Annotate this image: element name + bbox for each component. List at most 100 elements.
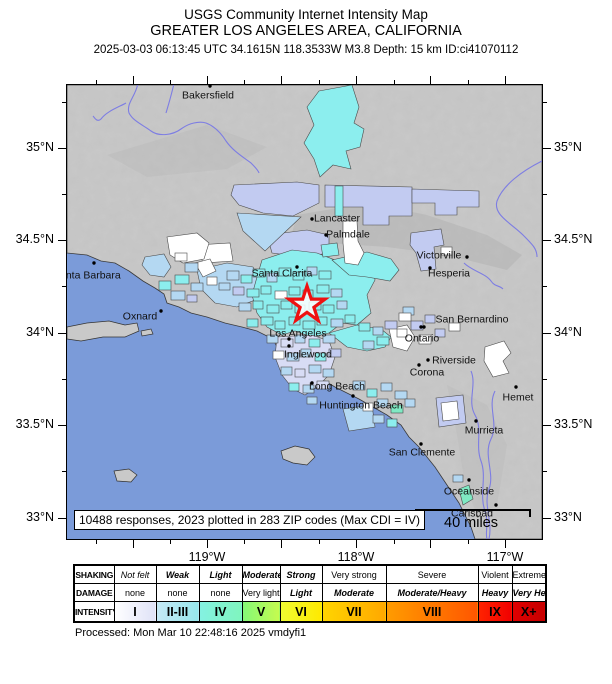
lat-minor-tick (543, 194, 547, 195)
epicenter-star (284, 280, 330, 325)
lat-tick-label: 33.5°N (15, 417, 54, 431)
epicenter-star-layer (284, 280, 330, 325)
legend-row-label: SHAKING (73, 564, 115, 584)
city-label: San Clemente (389, 447, 456, 459)
city-dot (419, 442, 423, 446)
lon-half-tick (430, 540, 432, 548)
city-dot (419, 325, 423, 329)
city-dot (324, 233, 328, 237)
legend-cell: Severe (385, 564, 479, 584)
lat-tick (58, 425, 66, 427)
lon-half-tick (430, 76, 432, 84)
lon-minor-tick (468, 80, 469, 84)
city-label: Palmdale (326, 229, 370, 241)
city-dot (310, 381, 314, 385)
legend-cell: Very strong (321, 564, 387, 584)
lon-tick-label: 117°W (486, 550, 524, 564)
legend-cell: Heavy (477, 583, 513, 602)
city-dot (514, 385, 518, 389)
city-dot (351, 394, 355, 398)
rivers (92, 85, 542, 539)
legend-cell: Violent (477, 564, 513, 584)
legend-cell: VII (321, 601, 387, 623)
title-line-1: USGS Community Internet Intensity Map (184, 7, 428, 22)
city-dot (208, 85, 212, 88)
legend-cell: none (113, 583, 157, 602)
lat-tick (58, 518, 66, 520)
legend-cell: Light (198, 564, 243, 584)
legend-row: DAMAGE none none none Very light Light Moderat… (73, 583, 547, 602)
lat-tick-label: 33°N (554, 510, 582, 524)
lon-tick (356, 76, 358, 84)
city-label: Inglewood (284, 349, 332, 361)
city-label: Huntington Beach (319, 400, 403, 412)
city-label: Long Beach (309, 381, 365, 393)
legend-cell: VI (279, 601, 323, 623)
legend-cell: II-III (155, 601, 200, 623)
lat-tick (543, 425, 551, 427)
city-dot (474, 419, 478, 423)
lat-minor-tick (62, 286, 66, 287)
lon-half-tick (281, 76, 283, 84)
lat-tick (543, 518, 551, 520)
legend-row-label: INTENSITY (73, 601, 115, 623)
lat-minor-tick (62, 379, 66, 380)
lat-tick (58, 148, 66, 150)
legend-row-label: DAMAGE (73, 583, 115, 602)
legend-cell: Moderate/Heavy (385, 583, 479, 602)
city-dot (417, 363, 421, 367)
lat-tick-label: 34.5°N (554, 232, 593, 246)
lon-half-tick (133, 540, 135, 548)
legend-cell: Very Heavy (511, 583, 547, 602)
lat-tick-label: 33°N (26, 510, 54, 524)
lon-tick-label: 119°W (188, 550, 226, 564)
legend-cell: Very light (241, 583, 281, 602)
legend-row: SHAKING Not felt Weak Light Moderate Strong Ve… (73, 564, 547, 584)
lat-minor-tick (543, 286, 547, 287)
lon-minor-tick (170, 80, 171, 84)
legend-cell: I (113, 601, 157, 623)
city-dot (465, 255, 469, 259)
legend-cell: IX (477, 601, 513, 623)
city-label: Ontario (405, 333, 440, 345)
lat-minor-tick (62, 194, 66, 195)
lon-minor-tick (244, 540, 245, 544)
legend-cell: Light (279, 583, 323, 602)
lat-minor-tick (62, 102, 66, 103)
city-dot (426, 358, 430, 362)
title-line-2: GREATER LOS ANGELES AREA, CALIFORNIA (150, 23, 462, 39)
city-label: Oceanside (444, 486, 494, 498)
city-dot (422, 325, 426, 329)
city-label: Los Angeles (269, 328, 326, 340)
city-dot (287, 337, 291, 341)
lat-tick (543, 240, 551, 242)
legend-cell: X+ (511, 601, 547, 623)
legend-cell: Not felt (113, 564, 157, 584)
city-dot (295, 265, 299, 269)
legend-cell: VIII (385, 601, 479, 623)
lat-tick-label: 34.5°N (15, 232, 54, 246)
lon-tick (207, 76, 209, 84)
lon-minor-tick (319, 540, 320, 544)
lon-minor-tick (468, 540, 469, 544)
city-label: Oxnard (123, 311, 158, 323)
city-label: Santa Barbara (67, 270, 121, 282)
lat-minor-tick (543, 471, 547, 472)
lon-tick (207, 540, 209, 548)
legend-cell: none (155, 583, 200, 602)
lat-tick (58, 333, 66, 335)
map: Bakersfield Lancaster Palmdale Santa Clarit… (66, 84, 543, 540)
city-dot (428, 266, 432, 270)
city-dot (159, 309, 163, 313)
lat-tick-label: 34°N (26, 325, 54, 339)
city-dot (287, 344, 291, 348)
lat-minor-tick (543, 102, 547, 103)
event-summary-line: 2025-03-03 06:13:45 UTC 34.1615N 118.353… (93, 44, 519, 56)
city-dot (310, 217, 314, 221)
processed-timestamp: Processed: Mon Mar 10 22:48:16 2025 vmdy… (75, 627, 307, 639)
legend-cell: none (198, 583, 243, 602)
lon-tick (505, 76, 507, 84)
city-label: Riverside (432, 355, 476, 367)
city-label: Hemet (503, 392, 534, 404)
lon-tick (505, 540, 507, 548)
